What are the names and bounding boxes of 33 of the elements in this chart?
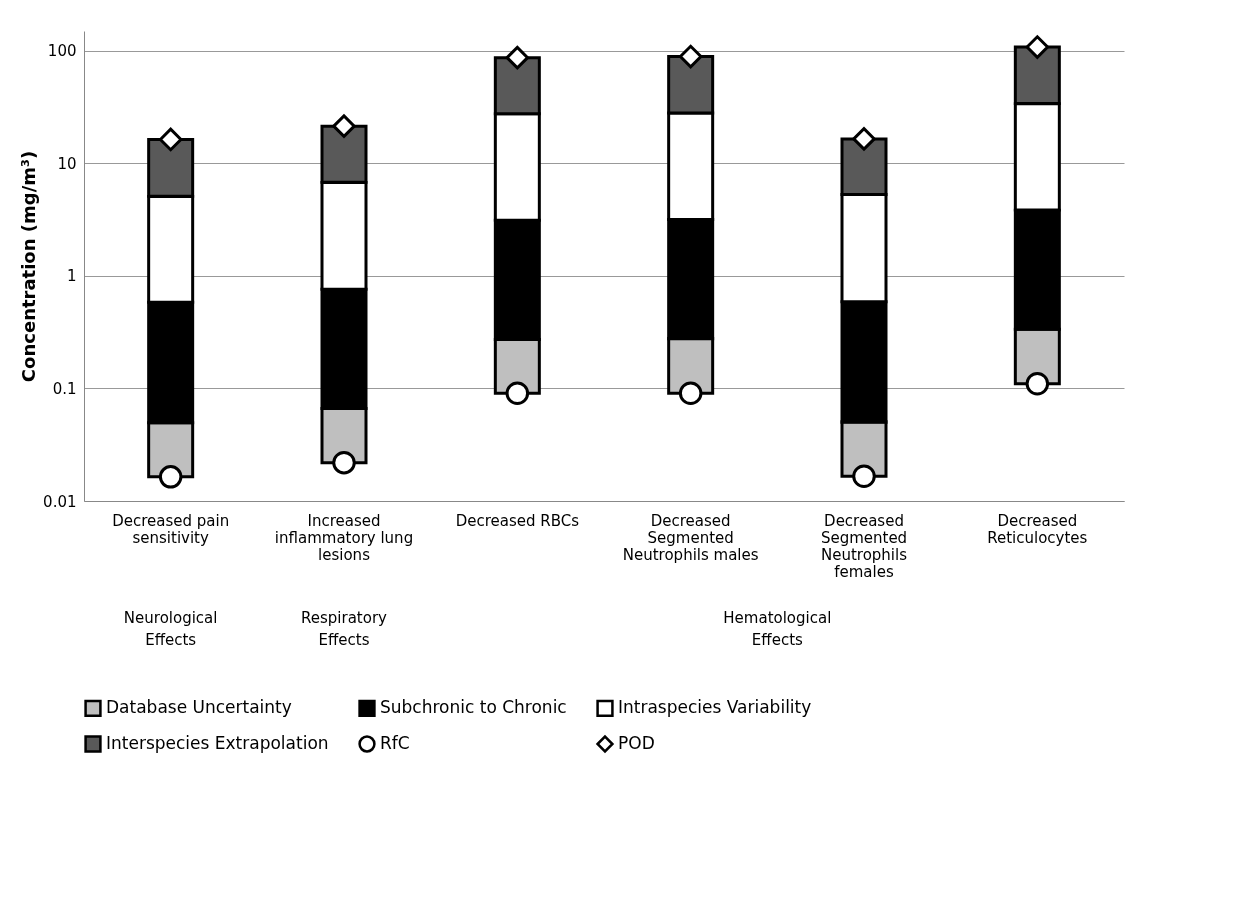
y-tick-label: 1 xyxy=(66,267,77,286)
x-tick-label: Decreased Segmented Neutrophils males xyxy=(622,511,759,564)
point xyxy=(332,114,356,138)
y-tick-label: 100 xyxy=(47,42,77,61)
point xyxy=(852,464,876,488)
point xyxy=(1025,372,1050,396)
y-axis-title: Concentration (mg/m³) xyxy=(18,150,40,383)
y-tick-label: 0.01 xyxy=(43,492,77,511)
legend-label: Subchronic to Chronic xyxy=(380,697,567,718)
legend-label: Interspecies Extrapolation xyxy=(106,733,329,753)
point xyxy=(678,44,703,69)
point xyxy=(505,381,530,406)
x-tick-label: Decreased pain sensitivity xyxy=(112,511,230,547)
legend-label: Intraspecies Variability xyxy=(618,697,812,718)
point xyxy=(158,465,183,489)
y-tick-label: 10 xyxy=(57,154,77,173)
point xyxy=(678,381,703,406)
text: Hematological Effects xyxy=(723,609,832,649)
point xyxy=(505,45,530,70)
x-tick-label: Decreased RBCs xyxy=(455,511,580,530)
legend-label: Database Uncertainty xyxy=(106,697,292,718)
legend-label: RfC xyxy=(380,733,410,753)
x-tick-label: Increased inflammatory lung lesions xyxy=(274,511,414,564)
point xyxy=(852,127,876,151)
text: Respiratory Effects xyxy=(301,609,388,649)
y-tick-label: 0.1 xyxy=(52,379,77,398)
x-tick-label: Decreased Segmented Neutrophils females xyxy=(820,511,908,581)
point xyxy=(158,127,183,152)
text: Neurological Effects xyxy=(123,609,218,649)
point xyxy=(332,450,356,475)
legend-label: POD xyxy=(618,733,655,753)
x-tick-label: Decreased Reticulocytes xyxy=(987,511,1088,547)
point xyxy=(1025,35,1050,59)
